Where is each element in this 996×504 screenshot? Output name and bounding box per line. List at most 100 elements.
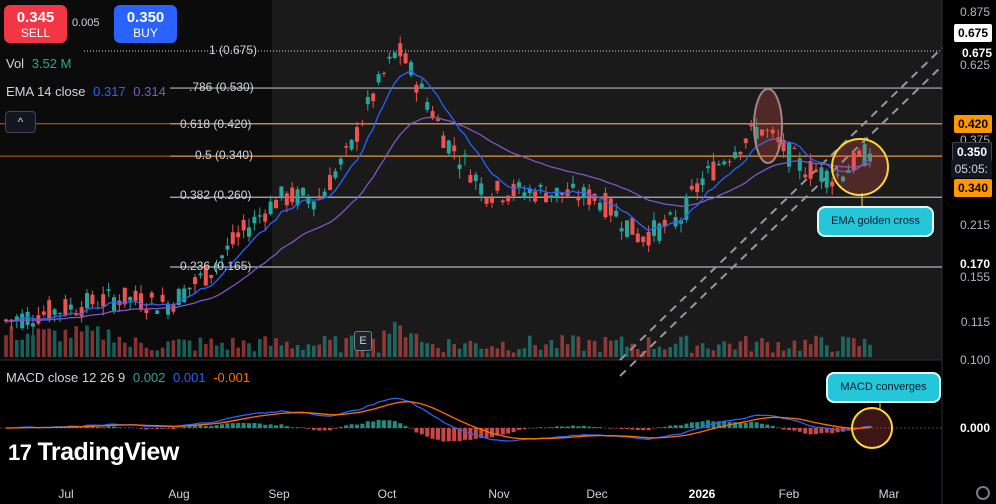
volume-bar [322, 336, 327, 357]
volume-bar [776, 342, 780, 357]
volume-bar [69, 338, 73, 357]
candle-body [684, 196, 689, 220]
candle-body [344, 146, 349, 148]
macd-hist-bar [679, 425, 683, 428]
macd-hist-bar [635, 428, 640, 431]
macd-hist-bar [117, 427, 122, 428]
volume-bar [625, 346, 629, 357]
candle-body [290, 187, 295, 203]
settings-gear-icon[interactable] [976, 486, 990, 500]
ema-slow-line [6, 116, 871, 322]
candle-body [689, 185, 694, 190]
volume-bar [171, 340, 176, 357]
x-tick-feb: Feb [778, 487, 800, 501]
candle-body [490, 197, 494, 203]
volume-bar [722, 341, 726, 357]
macd-hist-bar [252, 423, 257, 428]
buy-label: BUY [133, 26, 158, 40]
candle-body [252, 216, 257, 224]
macd-hist-bar [419, 428, 424, 435]
macd-hist-bar [814, 428, 818, 435]
y-tick-0215: 0.215 [959, 218, 990, 232]
x-tick-oct: Oct [377, 487, 397, 501]
volume-bar [155, 350, 159, 357]
macd-hist-bar [571, 425, 575, 428]
volume-legend[interactable]: Vol 3.52 M [6, 56, 75, 71]
candle-body [787, 142, 791, 167]
candle-body [468, 174, 473, 183]
macd-hist-bar [689, 422, 694, 428]
y-tick-0100: 0.100 [959, 353, 990, 367]
volume-bar [830, 351, 834, 357]
candle-body [47, 300, 52, 320]
macd-hist-bar [290, 427, 295, 428]
ema-legend[interactable]: EMA 14 close 0.317 0.314 [6, 84, 170, 99]
macd-hist-bar [441, 428, 446, 442]
macd-hist-bar [517, 428, 521, 431]
volume-bar [306, 344, 311, 357]
candle-body [646, 231, 651, 246]
earnings-marker[interactable]: E [354, 331, 372, 351]
macd-hist-bar [436, 428, 440, 440]
volume-bar [468, 340, 473, 357]
candle-body [760, 129, 764, 136]
macd-hist-bar [495, 428, 500, 436]
macd-legend[interactable]: MACD close 12 26 9 0.002 0.001 -0.001 [6, 370, 254, 385]
volume-bar [771, 352, 775, 357]
volume-bar [47, 328, 51, 357]
y-tick-0675: 0.675 [961, 46, 992, 60]
volume-bar [128, 346, 132, 357]
macd-hist-bar [425, 428, 430, 437]
macd-hist-bar [452, 428, 457, 442]
candle-body [814, 170, 818, 172]
macd-hist-bar [220, 424, 224, 428]
y-tick-0155: 0.155 [959, 270, 990, 284]
volume-bar [803, 339, 807, 357]
volume-bar [533, 345, 537, 357]
macd-hist-bar [738, 422, 743, 428]
candle-body [641, 236, 646, 243]
candle-body [166, 303, 170, 315]
volume-bar [268, 345, 273, 357]
candle-body [322, 191, 327, 197]
volume-bar [457, 348, 462, 357]
candle-body [727, 161, 732, 163]
macd-hist-bar [306, 428, 311, 429]
macd-hist-bar [830, 428, 835, 434]
volume-bar [603, 337, 608, 357]
price-badge-top: 0.675 [953, 24, 992, 42]
macd-hist-bar [144, 428, 149, 430]
candle-body [625, 220, 629, 237]
candle-body [452, 145, 457, 152]
candle-body [695, 183, 700, 193]
macd-hist-bar [338, 426, 343, 428]
volume-bar [598, 351, 602, 357]
candle-body [14, 316, 19, 321]
candle-body [851, 152, 856, 171]
candle-body [236, 232, 241, 238]
macd-hist-bar [247, 423, 251, 428]
candle-body [749, 123, 754, 127]
candle-body [409, 62, 413, 76]
buy-button[interactable]: 0.350 BUY [114, 5, 177, 43]
volume-bar [868, 344, 872, 357]
volume-bar [727, 343, 732, 357]
candle-body [765, 130, 770, 132]
volume-bar [711, 350, 716, 357]
y-tick-0170: 0.170 [959, 257, 990, 271]
sell-button[interactable]: 0.345 SELL [4, 5, 67, 43]
volume-bar [52, 330, 57, 357]
collapse-legend-button[interactable]: ^ [5, 111, 36, 133]
macd-hist-bar [198, 425, 203, 428]
macd-hist-bar [209, 426, 214, 428]
candle-body [355, 127, 359, 142]
volume-bar [263, 336, 267, 357]
candle-body [25, 312, 30, 325]
volume-bar [187, 340, 192, 357]
volume-bar [792, 340, 797, 357]
volume-bar [528, 335, 532, 357]
volume-bar [463, 343, 467, 357]
volume-bar [555, 348, 559, 357]
macd-hist-bar [160, 428, 165, 429]
